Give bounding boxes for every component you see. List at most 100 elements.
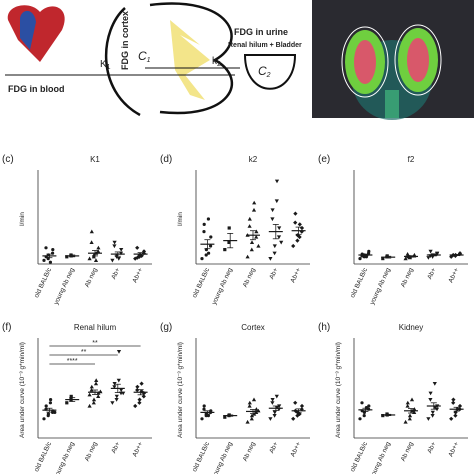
data-point <box>202 407 206 411</box>
panel-label: (f) <box>2 322 11 333</box>
data-point <box>451 400 456 405</box>
data-point <box>249 240 255 244</box>
x-tick-label: Ab neg <box>84 441 99 463</box>
data-point <box>42 258 46 262</box>
data-point <box>426 256 431 260</box>
data-point <box>112 240 117 245</box>
data-point <box>89 240 94 244</box>
data-point <box>272 414 277 418</box>
data-point <box>53 410 57 414</box>
data-point <box>277 226 282 231</box>
data-point <box>276 235 282 240</box>
panel-label: (h) <box>318 322 330 333</box>
x-tick-label: Ab+ <box>110 441 121 455</box>
data-point <box>412 407 417 411</box>
data-point <box>137 400 142 405</box>
data-point <box>358 257 362 261</box>
cortex-label: FDG in cortex <box>120 11 130 70</box>
x-tick-label: Ab++ <box>131 441 144 458</box>
data-point <box>207 251 211 255</box>
x-tick-label: old BALB/c <box>33 266 53 299</box>
data-point <box>42 417 46 421</box>
blood-label: FDG in blood <box>8 84 65 94</box>
data-point <box>202 222 206 226</box>
data-point <box>245 419 250 424</box>
data-point <box>428 398 433 402</box>
renal-pelvis <box>170 20 210 100</box>
data-point <box>200 257 204 261</box>
x-tick-label: Ab+ <box>426 267 437 281</box>
data-point <box>295 413 300 418</box>
data-point <box>89 229 94 234</box>
data-point <box>206 414 210 418</box>
data-point <box>133 256 138 261</box>
data-point <box>362 414 366 418</box>
data-point <box>96 245 101 250</box>
x-tick-label: Ab neg <box>84 267 99 289</box>
x-tick-label: young Ab neg <box>369 267 392 306</box>
heart <box>7 5 65 62</box>
urine-sublabel: Renal hilum + Bladder <box>228 42 302 49</box>
data-point <box>299 403 305 409</box>
data-point <box>116 350 122 354</box>
kinetic-diagram: FDG in blood K1 FDG in cortex C1 k2 FDG … <box>5 2 302 117</box>
data-point <box>94 378 99 382</box>
c2-label: C2 <box>258 64 271 79</box>
data-point <box>119 248 124 252</box>
data-point <box>381 257 385 261</box>
panel-title: Kidney <box>399 323 423 332</box>
x-tick-label: old BALB/c <box>191 266 211 299</box>
y-axis-label: Area under curve (10⁻³ g*min/ml) <box>19 342 26 438</box>
data-point <box>87 392 92 397</box>
x-tick-label: Ab++ <box>289 267 302 284</box>
data-point <box>133 403 138 409</box>
data-point <box>96 249 101 253</box>
y-axis-label: Area under curve (10⁻³ g*min/ml) <box>177 342 184 438</box>
data-point <box>91 400 96 405</box>
data-point <box>89 384 94 389</box>
data-point <box>367 249 371 253</box>
data-point <box>268 417 273 421</box>
data-point <box>139 381 144 386</box>
data-point <box>44 246 48 250</box>
data-point <box>135 255 140 260</box>
significance-label: ** <box>81 349 87 356</box>
panel-label: (g) <box>160 322 172 333</box>
x-tick-label: old BALB/c <box>349 266 369 299</box>
data-point <box>295 238 300 243</box>
data-point <box>65 255 69 259</box>
data-point <box>118 251 124 256</box>
data-point <box>434 407 440 412</box>
data-point <box>247 403 252 408</box>
data-point <box>116 378 121 383</box>
data-point <box>247 224 252 228</box>
k1-label: K1 <box>100 59 111 71</box>
panel-label: (c) <box>2 154 14 165</box>
data-point <box>299 225 305 231</box>
data-point <box>407 413 413 418</box>
x-tick-label: Ab neg <box>242 441 257 463</box>
data-point <box>277 404 282 409</box>
x-tick-label: old BALB/c <box>191 440 211 473</box>
y-axis-label: l/min <box>177 212 184 226</box>
data-point <box>251 397 257 402</box>
data-point <box>116 257 121 261</box>
data-point <box>291 416 296 421</box>
data-point <box>112 244 117 249</box>
x-tick-label: Ab+ <box>110 267 121 281</box>
data-point <box>209 235 213 239</box>
data-point <box>200 417 204 421</box>
data-point <box>272 410 277 415</box>
data-point <box>119 388 124 393</box>
data-point <box>249 416 254 421</box>
data-point <box>249 247 254 252</box>
data-point <box>206 217 210 221</box>
data-point <box>87 403 92 408</box>
x-tick-label: Ab neg <box>242 267 257 289</box>
panel-title: f2 <box>408 155 415 164</box>
data-point <box>449 416 454 421</box>
data-point <box>135 387 140 393</box>
x-tick-label: young Ab neg <box>211 441 234 474</box>
data-point <box>274 394 279 399</box>
data-point <box>409 397 415 402</box>
